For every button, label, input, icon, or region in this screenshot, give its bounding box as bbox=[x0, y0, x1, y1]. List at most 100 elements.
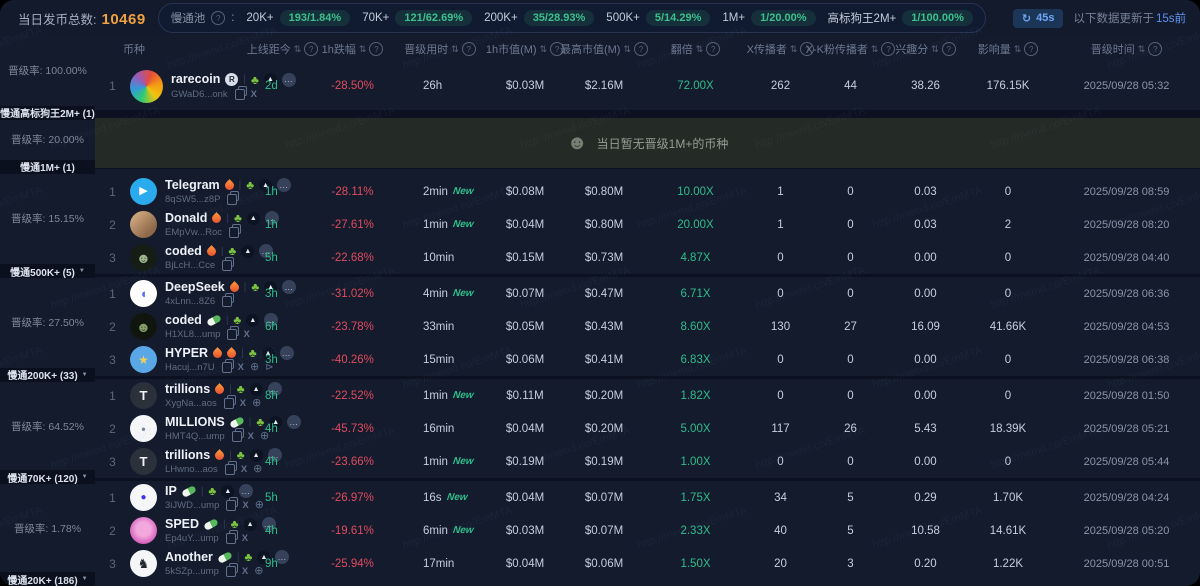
sort-icon[interactable]: ⇅ bbox=[695, 43, 704, 54]
col-header-age[interactable]: 上线距今 ⇅? bbox=[247, 41, 319, 57]
col-header-promote-time[interactable]: 晋级时间 ⇅? bbox=[1053, 41, 1200, 57]
x-twitter-icon[interactable]: X bbox=[247, 431, 254, 442]
sort-icon[interactable]: ⇅ bbox=[931, 43, 939, 54]
copy-icon[interactable] bbox=[229, 224, 242, 238]
sort-icon[interactable]: ⇅ bbox=[623, 43, 632, 54]
col-header-mcap-1h[interactable]: 1h市值(M) ⇅? bbox=[485, 41, 565, 57]
col-header-multiple[interactable]: 翻倍 ⇅? bbox=[643, 41, 748, 57]
col-header-change-1h[interactable]: 1h跌幅 ⇅? bbox=[310, 41, 395, 57]
website-icon[interactable]: ⊕ bbox=[253, 463, 263, 475]
coin-row[interactable]: 2 Donald | ♣ ▲ … EMpVw...Roc 1h -27.61% 1min New $0… bbox=[95, 208, 1200, 241]
coin-row[interactable]: 1 rarecoin R | ♣ ▲ … GWaD6...onk X 2d -28.50% 26h $0… bbox=[95, 62, 1200, 110]
more-icon[interactable]: … bbox=[267, 382, 282, 396]
copy-icon[interactable] bbox=[225, 563, 238, 577]
new-badge: New bbox=[452, 390, 475, 401]
x-twitter-icon[interactable]: X bbox=[240, 464, 248, 475]
copy-icon[interactable] bbox=[222, 293, 235, 307]
interest-value: 0.00 bbox=[914, 353, 937, 366]
more-icon[interactable]: … bbox=[281, 72, 296, 87]
coin-row[interactable]: 1 ● IP | ♣ ▲ … 3iJWD...ump X ⊕ 5h -26.97% 16s New $0.0… bbox=[95, 481, 1200, 514]
copy-icon[interactable] bbox=[234, 85, 247, 100]
copy-icon[interactable] bbox=[221, 359, 234, 373]
mcap-high-value: $0.20M bbox=[584, 389, 624, 402]
sidebar-section-200k[interactable]: 慢通200K+ (33) ▼ bbox=[0, 367, 95, 382]
sort-icon[interactable]: ⇅ bbox=[1013, 43, 1022, 54]
x-twitter-icon[interactable]: X bbox=[243, 329, 250, 340]
coin-row[interactable]: 3 ☻ coded | ♣ ▲ … BjLcH...Cce 5h -22.68% 10min $0.1… bbox=[95, 241, 1200, 274]
influence-value: 0 bbox=[1004, 389, 1012, 402]
x-twitter-icon[interactable]: X bbox=[242, 500, 249, 511]
multiple-value: 4.87X bbox=[680, 251, 711, 264]
copy-icon[interactable] bbox=[222, 257, 235, 271]
col-header-label: 币种 bbox=[123, 44, 145, 56]
more-icon[interactable]: … bbox=[239, 484, 254, 498]
coin-row[interactable]: 1 ▶ Telegram | ♣ ▲ … 8qSW5...z8P 1h -28.11% 2min Ne… bbox=[95, 175, 1200, 208]
more-icon[interactable]: … bbox=[259, 244, 274, 258]
copy-icon[interactable] bbox=[231, 428, 244, 442]
more-icon[interactable]: … bbox=[261, 517, 276, 531]
coin-row[interactable]: 2 • MILLIONS | ♣ ▲ … HMT4Q...ump X ⊕ 4h -45.73% 16mi… bbox=[95, 412, 1200, 445]
xk-spreaders-value: 3 bbox=[847, 557, 854, 570]
col-header-xk-spreaders[interactable]: X-K粉传播者 ⇅? bbox=[806, 41, 896, 57]
col-header-interest[interactable]: 兴趣分 ⇅? bbox=[888, 41, 963, 57]
sidebar-section-500k[interactable]: 慢通500K+ (5) ▼ bbox=[0, 264, 95, 279]
website-icon[interactable]: ⊕ bbox=[252, 397, 262, 409]
sort-icon[interactable]: ⇅ bbox=[789, 43, 798, 54]
copy-icon[interactable] bbox=[226, 497, 239, 511]
chevron-down-icon: ▼ bbox=[81, 576, 88, 582]
sort-icon[interactable]: ⇅ bbox=[358, 43, 367, 54]
copy-icon[interactable] bbox=[227, 326, 240, 340]
promote-duration-value: 33min bbox=[423, 320, 455, 333]
col-header-influence[interactable]: 影响量 ⇅? bbox=[963, 41, 1053, 57]
sort-icon[interactable]: ⇅ bbox=[870, 43, 879, 54]
copy-icon[interactable] bbox=[223, 395, 236, 409]
col-header-promote-duration[interactable]: 晋级用时 ⇅? bbox=[395, 41, 485, 57]
triangle-badge-icon: ▲ bbox=[243, 517, 257, 531]
more-icon[interactable]: … bbox=[277, 178, 292, 192]
promote-time-value: 2025/09/28 08:20 bbox=[1083, 218, 1170, 231]
triangle-badge-icon: ▲ bbox=[263, 73, 277, 86]
coin-row[interactable]: 2 ☻ coded | ♣ ▲ … H1XL8...ump X 6h -23.78% 33min $0.… bbox=[95, 310, 1200, 343]
website-icon[interactable]: ⊕ bbox=[254, 565, 264, 577]
more-icon[interactable]: … bbox=[264, 211, 279, 225]
sort-icon[interactable]: ⇅ bbox=[293, 43, 302, 54]
more-icon[interactable]: … bbox=[275, 550, 290, 564]
sidebar-section-2m[interactable]: 慢通高标狗王2M+ (1) bbox=[0, 105, 95, 120]
sort-icon[interactable]: ⇅ bbox=[1137, 43, 1146, 54]
website-icon[interactable]: ⊕ bbox=[254, 499, 264, 511]
x-twitter-icon[interactable]: X bbox=[241, 533, 249, 544]
sidebar-section-20k[interactable]: 慢通20K+ (186) ▼ bbox=[0, 572, 95, 586]
sidebar-section-1m[interactable]: 慢通1M+ (1) bbox=[0, 159, 95, 174]
coin-row[interactable]: 3 ♞ Another | ♣ ▲ … 5kSZp...ump X ⊕ 9h -25.94% 17min… bbox=[95, 547, 1200, 580]
col-header-x-spreaders[interactable]: X传播者 ⇅? bbox=[747, 41, 815, 57]
coin-row[interactable]: 2 SPED | ♣ ▲ … Ep4uY...ump X 4h -19.61% 6min New $0.… bbox=[95, 514, 1200, 547]
x-twitter-icon[interactable]: X bbox=[239, 398, 247, 409]
col-header-label: X-K粉传播者 bbox=[805, 44, 868, 56]
coin-row[interactable]: 3 ★ HYPER | ♣ ▲ … Hacuj...n7U X ⊕ ⊳ 3h -40.26% 15min $… bbox=[95, 343, 1200, 376]
col-header-mcap-high[interactable]: 最高市值(M) ⇅? bbox=[560, 41, 649, 57]
more-icon[interactable]: … bbox=[282, 280, 297, 294]
more-icon[interactable]: … bbox=[279, 346, 294, 360]
website-icon[interactable]: ⊕ bbox=[249, 361, 260, 373]
copy-icon[interactable] bbox=[224, 461, 237, 475]
coin-row[interactable]: 1 ◖ DeepSeek | ♣ ▲ … 4xLnn...8Z6 3h -31.02% 4min Ne… bbox=[95, 277, 1200, 310]
refresh-button[interactable]: ↻ 45s bbox=[1012, 8, 1064, 28]
copy-icon[interactable] bbox=[227, 191, 240, 205]
sort-icon[interactable]: ⇅ bbox=[539, 43, 548, 54]
x-twitter-icon[interactable]: X bbox=[250, 88, 258, 100]
telegram-icon[interactable]: ⊳ bbox=[265, 361, 274, 373]
website-icon[interactable]: ⊕ bbox=[260, 430, 270, 442]
sidebar-section-70k[interactable]: 慢通70K+ (120) ▼ bbox=[0, 470, 95, 485]
more-icon[interactable]: … bbox=[287, 415, 302, 429]
more-icon[interactable]: … bbox=[267, 448, 282, 462]
more-icon[interactable]: … bbox=[264, 313, 279, 327]
divider: | bbox=[238, 179, 242, 191]
xk-spreaders-value: 0 bbox=[847, 353, 854, 366]
x-twitter-icon[interactable]: X bbox=[237, 362, 244, 373]
sort-icon[interactable]: ⇅ bbox=[451, 43, 459, 54]
x-twitter-icon[interactable]: X bbox=[241, 566, 249, 577]
copy-icon[interactable] bbox=[225, 530, 238, 544]
